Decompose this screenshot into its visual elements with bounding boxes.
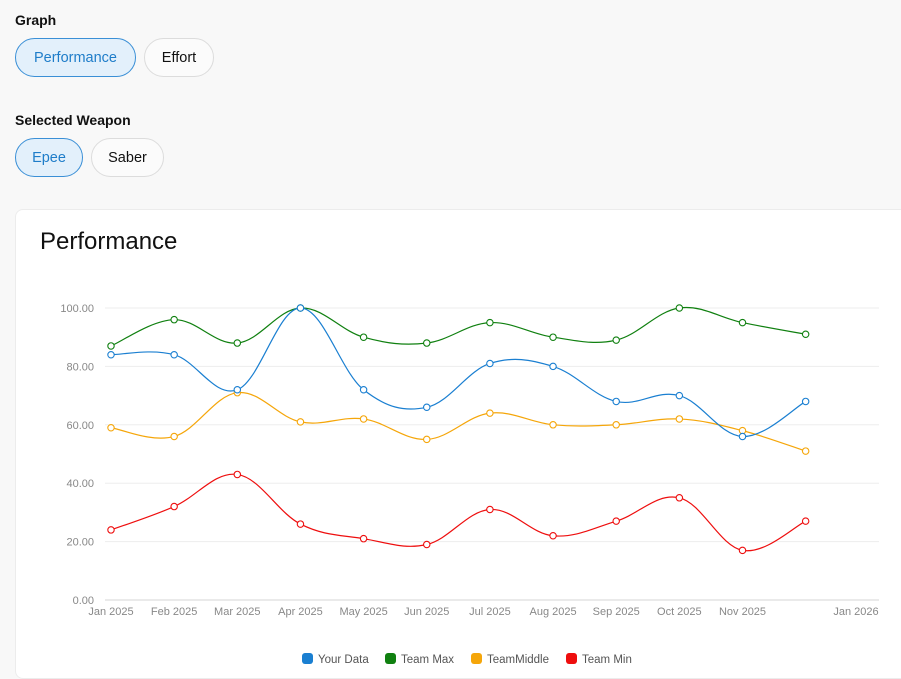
data-point-teammiddle bbox=[675, 415, 684, 423]
x-tick-label: Jan 2025 bbox=[88, 606, 133, 618]
data-point-your-data bbox=[801, 397, 810, 406]
data-point-your-data bbox=[612, 397, 620, 406]
y-tick-label: 20.00 bbox=[66, 537, 94, 549]
data-point-team-min bbox=[170, 502, 178, 511]
x-tick-label: Jan 2026 bbox=[833, 606, 878, 618]
performance-button[interactable]: Performance bbox=[15, 38, 136, 77]
series-team-min bbox=[107, 470, 810, 555]
y-tick-label: 100.00 bbox=[60, 303, 94, 315]
legend-label-team-max: Team Max bbox=[401, 654, 454, 665]
chart-card: Performance 0.00 20.00 40.00 60.00 80.00 100.… bbox=[15, 209, 901, 679]
x-tick-label: Feb 2025 bbox=[151, 606, 197, 618]
data-point-teammiddle bbox=[359, 415, 368, 423]
data-point-team-max bbox=[422, 339, 431, 347]
x-tick-label: Mar 2025 bbox=[214, 606, 260, 618]
data-point-your-data bbox=[549, 362, 557, 371]
data-point-team-max bbox=[738, 318, 747, 327]
data-point-your-data bbox=[296, 304, 305, 312]
data-point-teammiddle bbox=[296, 418, 305, 426]
y-tick-label: 60.00 bbox=[66, 420, 94, 432]
series-your-data bbox=[107, 304, 810, 441]
effort-button[interactable]: Effort bbox=[144, 38, 214, 77]
data-point-teammiddle bbox=[107, 423, 115, 432]
series-team-max bbox=[107, 304, 810, 350]
weapon-section-label: Selected Weapon bbox=[15, 112, 131, 128]
data-point-teammiddle bbox=[612, 421, 620, 429]
y-tick-label: 0.00 bbox=[73, 595, 94, 607]
performance-line-chart: 0.00 20.00 40.00 60.00 80.00 100.00 Jan 2025 Fe… bbox=[60, 303, 879, 665]
graph-toggle-group: Performance Effort bbox=[15, 38, 214, 77]
data-point-team-min bbox=[549, 532, 557, 540]
chart-title: Performance bbox=[40, 228, 178, 255]
saber-button[interactable]: Saber bbox=[91, 138, 164, 177]
data-point-team-max bbox=[801, 330, 810, 339]
legend-swatch-your-data bbox=[302, 653, 313, 664]
data-point-team-min bbox=[738, 546, 747, 555]
data-point-teammiddle bbox=[549, 421, 557, 429]
data-point-team-max bbox=[107, 342, 115, 350]
legend-label-your-data: Your Data bbox=[318, 654, 369, 665]
x-tick-label: Jul 2025 bbox=[469, 606, 511, 618]
chart-legend: Your Data Team Max TeamMiddle Team Min bbox=[302, 653, 632, 665]
legend-swatch-teammiddle bbox=[471, 653, 482, 664]
y-tick-label: 80.00 bbox=[66, 361, 94, 373]
data-point-team-min bbox=[359, 534, 368, 543]
legend-label-team-min: Team Min bbox=[582, 654, 632, 665]
x-tick-label: Oct 2025 bbox=[657, 606, 702, 618]
x-tick-label: Sep 2025 bbox=[593, 606, 640, 618]
x-tick-label: Apr 2025 bbox=[278, 606, 323, 618]
series-line-team-max bbox=[110, 306, 806, 347]
data-point-team-min bbox=[107, 526, 115, 534]
data-point-team-max bbox=[486, 318, 494, 327]
data-point-teammiddle bbox=[422, 435, 431, 444]
series-line-teammiddle bbox=[110, 392, 806, 452]
x-tick-label: Nov 2025 bbox=[719, 606, 766, 618]
legend-swatch-team-max bbox=[385, 653, 396, 664]
x-tick-label: Aug 2025 bbox=[529, 606, 576, 618]
data-point-your-data bbox=[107, 350, 115, 359]
data-point-your-data bbox=[170, 350, 178, 359]
y-tick-label: 40.00 bbox=[66, 478, 94, 490]
data-point-your-data bbox=[359, 386, 368, 394]
data-point-teammiddle bbox=[801, 447, 810, 455]
x-tick-label: Jun 2025 bbox=[404, 606, 449, 618]
data-point-your-data bbox=[738, 432, 747, 441]
epee-button[interactable]: Epee bbox=[15, 138, 83, 177]
data-point-team-min bbox=[612, 517, 620, 525]
data-point-team-min bbox=[422, 540, 431, 549]
legend-swatch-team-min bbox=[566, 653, 577, 664]
x-tick-label: May 2025 bbox=[339, 606, 387, 618]
data-point-teammiddle bbox=[486, 409, 494, 417]
data-point-your-data bbox=[675, 391, 684, 400]
graph-section-label: Graph bbox=[15, 12, 57, 28]
legend-label-teammiddle: TeamMiddle bbox=[487, 654, 549, 665]
series-teammiddle bbox=[107, 388, 810, 455]
data-point-team-max bbox=[233, 339, 242, 347]
series-line-your-data bbox=[110, 307, 806, 438]
data-point-your-data bbox=[486, 359, 494, 368]
data-point-team-min bbox=[233, 470, 242, 479]
grid-lines bbox=[105, 307, 879, 601]
data-point-team-min bbox=[801, 517, 810, 525]
data-point-team-min bbox=[486, 505, 494, 514]
series-line-team-min bbox=[110, 473, 806, 552]
data-point-team-max bbox=[549, 333, 557, 341]
data-point-teammiddle bbox=[170, 432, 178, 441]
data-point-your-data bbox=[422, 403, 431, 412]
data-point-team-min bbox=[675, 494, 684, 502]
data-point-your-data bbox=[233, 386, 242, 394]
data-point-team-max bbox=[170, 315, 178, 324]
weapon-toggle-group: Epee Saber bbox=[15, 138, 164, 177]
data-point-team-max bbox=[359, 333, 368, 341]
data-point-team-min bbox=[296, 520, 305, 528]
data-point-team-max bbox=[675, 304, 684, 312]
data-point-team-max bbox=[612, 336, 620, 344]
